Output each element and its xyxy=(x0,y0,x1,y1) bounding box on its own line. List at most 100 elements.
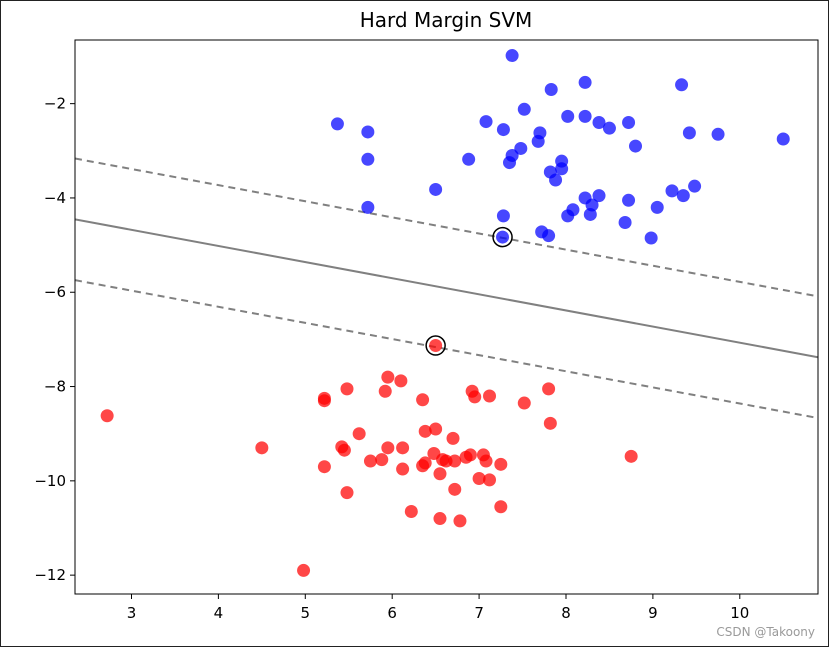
blue-point xyxy=(561,109,575,123)
red-point xyxy=(433,512,447,526)
blue-point xyxy=(618,215,632,229)
blue-point xyxy=(650,200,664,214)
blue-point xyxy=(544,83,558,97)
y-tick-label: −4 xyxy=(44,189,66,207)
blue-point xyxy=(622,193,636,207)
chart-title: Hard Margin SVM xyxy=(360,8,533,32)
blue-point xyxy=(578,109,592,123)
blue-point xyxy=(549,173,563,187)
blue-point xyxy=(514,141,528,155)
red-point xyxy=(255,441,269,455)
red-point xyxy=(542,382,556,396)
red-point xyxy=(375,453,389,467)
x-tick-label: 7 xyxy=(474,604,484,622)
red-point xyxy=(429,339,443,353)
red-point xyxy=(448,482,462,496)
x-tick-label: 10 xyxy=(730,604,749,622)
red-point xyxy=(317,391,331,405)
red-point xyxy=(448,454,462,468)
red-point xyxy=(418,424,432,438)
red-point xyxy=(363,454,377,468)
red-point xyxy=(378,384,392,398)
red-point xyxy=(494,500,508,514)
y-tick-label: −2 xyxy=(44,95,66,113)
red-point xyxy=(446,431,460,445)
y-tick-label: −6 xyxy=(44,283,66,301)
x-tick-label: 3 xyxy=(127,604,137,622)
blue-point xyxy=(479,115,493,129)
x-tick-label: 5 xyxy=(301,604,311,622)
blue-point xyxy=(496,123,510,137)
red-point xyxy=(429,422,443,436)
plot-area-border xyxy=(74,39,819,595)
red-point xyxy=(317,460,331,474)
blue-point xyxy=(578,75,592,89)
blue-point xyxy=(330,117,344,131)
x-tick-label: 4 xyxy=(214,604,224,622)
blue-point xyxy=(688,179,702,193)
red-point xyxy=(468,390,482,404)
blue-point xyxy=(531,134,545,148)
red-point xyxy=(352,427,366,441)
red-point xyxy=(433,467,447,481)
red-point xyxy=(297,563,311,577)
blue-point xyxy=(776,132,790,146)
blue-point xyxy=(711,127,725,141)
blue-point xyxy=(496,209,510,223)
blue-point xyxy=(517,102,531,116)
red-point xyxy=(472,471,486,485)
red-point xyxy=(416,393,430,407)
support-vector-ring xyxy=(492,226,513,248)
blue-point xyxy=(676,189,690,203)
blue-point xyxy=(503,156,517,170)
red-point xyxy=(381,370,395,384)
red-point xyxy=(483,389,497,403)
upper-margin-line xyxy=(75,157,818,298)
red-point xyxy=(404,504,418,518)
y-tick-label: −8 xyxy=(44,378,66,396)
red-point xyxy=(337,443,351,457)
red-point xyxy=(463,448,477,462)
blue-point xyxy=(682,126,696,140)
x-tick-label: 6 xyxy=(387,604,397,622)
blue-point xyxy=(361,125,375,139)
x-tick-label: 9 xyxy=(648,604,658,622)
red-point xyxy=(453,514,467,528)
red-point xyxy=(494,457,508,471)
blue-point xyxy=(602,121,616,135)
blue-point xyxy=(592,116,606,130)
red-point xyxy=(100,409,114,423)
blue-point xyxy=(644,231,658,245)
blue-point xyxy=(583,207,597,221)
blue-point xyxy=(542,229,556,243)
x-tick-label: 8 xyxy=(561,604,571,622)
blue-point xyxy=(622,116,636,130)
red-point xyxy=(396,462,410,476)
blue-point xyxy=(555,162,569,176)
y-tick-label: −10 xyxy=(34,472,66,490)
blue-point xyxy=(505,49,519,63)
blue-point xyxy=(665,184,679,198)
blue-point xyxy=(496,230,510,244)
red-point xyxy=(483,473,497,487)
red-point xyxy=(396,441,410,455)
red-point xyxy=(394,374,408,388)
blue-point xyxy=(675,78,689,92)
support-vector-ring xyxy=(425,335,446,356)
blue-point xyxy=(462,152,476,166)
blue-point xyxy=(361,152,375,166)
decision-boundary-line xyxy=(75,218,818,359)
red-point xyxy=(340,486,354,500)
red-point xyxy=(624,449,638,463)
red-point xyxy=(517,396,531,410)
y-tick-label: −12 xyxy=(34,566,66,584)
lower-margin-line xyxy=(75,279,818,420)
red-point xyxy=(543,416,557,430)
red-point xyxy=(381,441,395,455)
blue-point xyxy=(592,189,606,203)
blue-point xyxy=(429,182,443,196)
blue-point xyxy=(629,139,643,153)
red-point xyxy=(340,382,354,396)
red-point xyxy=(418,456,432,470)
